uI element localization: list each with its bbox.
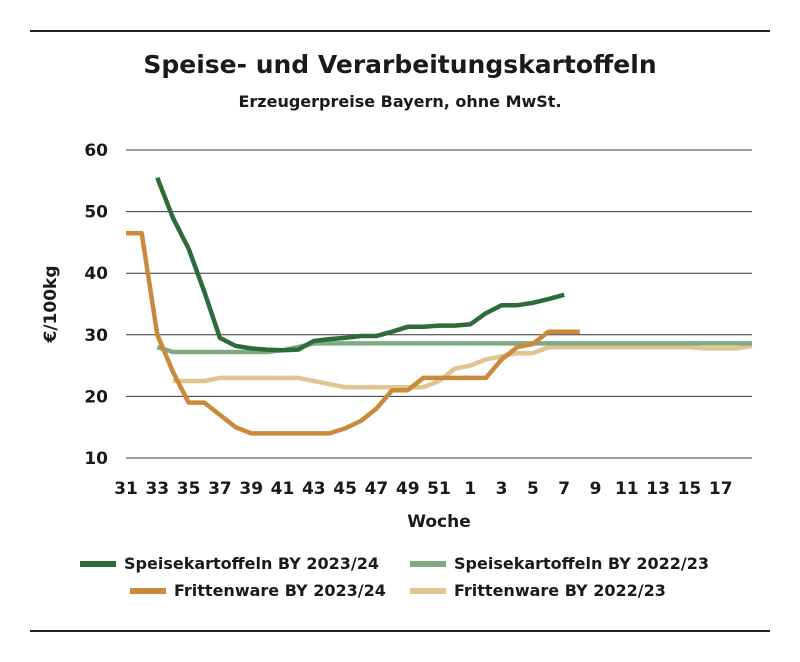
x-tick-label: 37 [208, 479, 232, 499]
y-tick-label: 40 [84, 264, 108, 284]
x-tick-label: 33 [145, 479, 169, 499]
x-tick-label: 31 [114, 479, 138, 499]
x-tick-label: 39 [239, 479, 263, 499]
x-tick-label: 17 [709, 479, 733, 499]
legend-label: Speisekartoffeln BY 2022/23 [454, 554, 710, 573]
legend-label: Frittenware BY 2022/23 [454, 581, 666, 600]
y-tick-label: 10 [84, 449, 108, 469]
legend-item-fritten-2022: Frittenware BY 2022/23 [410, 581, 666, 600]
legend-item-speise-2022: Speisekartoffeln BY 2022/23 [410, 554, 709, 573]
series-lines [126, 176, 753, 436]
x-tick-labels: 31 33 35 37 39 41 43 45 47 49 51 1 3 5 7 9 11 13 15 17 [114, 479, 732, 499]
series-line-3 [172, 343, 753, 390]
legend-item-speise-2023: Speisekartoffeln BY 2023/24 [80, 554, 379, 573]
legend-swatch [410, 560, 446, 567]
y-tick-label: 50 [84, 203, 108, 223]
series-line-0 [155, 176, 565, 353]
y-tick-label: 30 [84, 326, 108, 346]
x-tick-label: 47 [365, 479, 389, 499]
x-tick-label: 11 [615, 479, 639, 499]
x-tick-label: 3 [496, 479, 508, 499]
x-tick-label: 51 [427, 479, 451, 499]
x-tick-label: 35 [177, 479, 201, 499]
y-tick-labels: 10 20 30 40 50 60 [84, 141, 108, 469]
legend-label: Speisekartoffeln BY 2023/24 [124, 554, 380, 573]
x-axis-label: Woche [407, 512, 471, 532]
x-tick-label: 7 [558, 479, 570, 499]
legend-swatch [410, 587, 446, 594]
legend-swatch [80, 560, 116, 567]
x-tick-label: 45 [333, 479, 357, 499]
bottom-rule [30, 630, 770, 632]
legend-item-fritten-2023: Frittenware BY 2023/24 [130, 581, 386, 600]
series-line-1 [156, 341, 752, 355]
x-tick-label: 5 [527, 479, 539, 499]
gridlines [126, 149, 752, 459]
x-tick-label: 49 [396, 479, 420, 499]
x-tick-label: 1 [464, 479, 476, 499]
x-tick-label: 15 [678, 479, 702, 499]
legend-swatch [130, 587, 166, 594]
y-axis-label: €/100kg [41, 266, 61, 344]
chart-subtitle: Erzeugerpreise Bayern, ohne MwSt. [238, 92, 562, 111]
chart-title: Speise- und Verarbeitungskartoffeln [143, 50, 657, 79]
series-line-2 [126, 230, 580, 436]
x-tick-label: 9 [590, 479, 602, 499]
y-tick-label: 20 [84, 387, 108, 407]
top-rule [30, 30, 770, 32]
legend-label: Frittenware BY 2023/24 [174, 581, 386, 600]
x-tick-label: 41 [271, 479, 295, 499]
x-tick-label: 13 [646, 479, 670, 499]
x-tick-label: 43 [302, 479, 326, 499]
y-tick-label: 60 [84, 141, 108, 161]
